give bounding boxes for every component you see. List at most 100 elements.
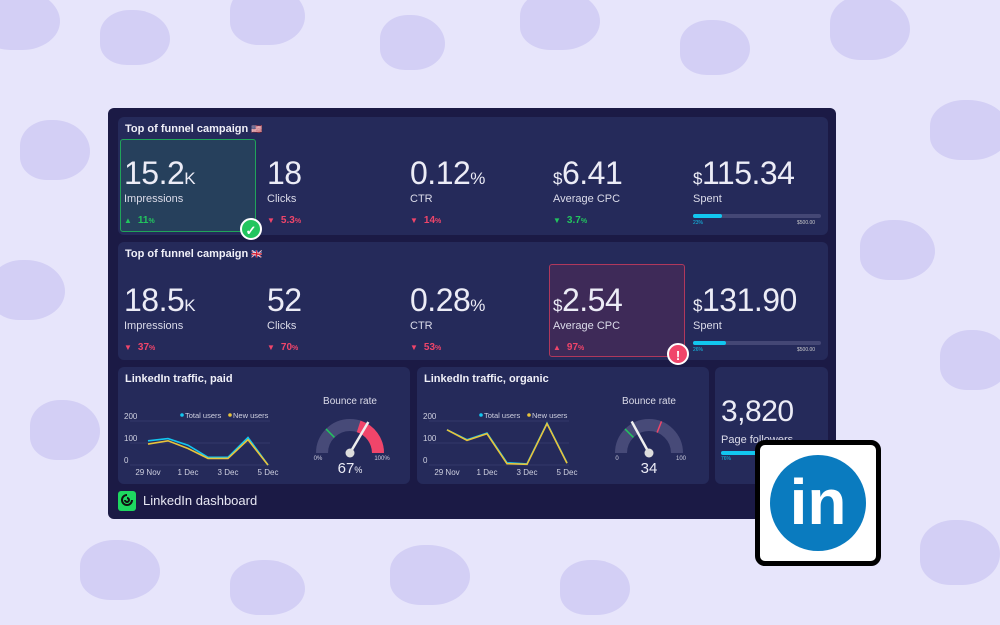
value-unit: K: [184, 296, 196, 315]
change-unit: %: [435, 218, 442, 225]
gauge-min: 0: [615, 456, 619, 462]
metric-label: CTR: [410, 193, 433, 205]
new-users-line: [446, 421, 568, 466]
gauge-title: Bounce rate: [622, 396, 676, 407]
metric-impressions[interactable]: 18.5K Impressions ▼ 37%: [118, 242, 254, 358]
metric-change: ▼ 14%: [410, 215, 441, 226]
spent-target: $500.00: [797, 220, 816, 226]
metric-ctr[interactable]: 0.12% CTR ▼ 14%: [404, 117, 540, 233]
change-unit: %: [292, 345, 299, 352]
metric-spent[interactable]: $131.90 Spent 26% $500.00: [687, 242, 823, 358]
legend-total-marker: [180, 413, 184, 417]
gauge-track: [615, 419, 683, 454]
metric-value: 0.28%: [410, 282, 485, 319]
arrow-down-icon: ▼: [410, 343, 418, 352]
progress-percent: 23%: [693, 220, 704, 226]
gauge-min: 0%: [314, 456, 323, 462]
gauge-needle: [630, 420, 651, 454]
metric-impressions[interactable]: 15.2K Impressions ▲ 11%: [118, 117, 254, 233]
metric-value: 15.2K: [124, 155, 196, 192]
legend-new-marker: [527, 413, 531, 417]
x-tick-label: 3 Dec: [218, 468, 239, 477]
y-tick-label: 200: [124, 412, 138, 421]
value-number: 18.5: [124, 282, 185, 318]
x-tick-label: 5 Dec: [258, 468, 279, 477]
metric-label: Spent: [693, 193, 722, 205]
arrow-down-icon: ▼: [124, 343, 132, 352]
flag-icon: 🇺🇸: [251, 124, 263, 134]
gauge-value: 34: [641, 460, 658, 477]
change-value: 97: [566, 342, 579, 353]
gauge-max: 100%: [374, 456, 390, 462]
metric-clicks[interactable]: 18 Clicks ▼ 5.3%: [261, 117, 397, 233]
flag-icon: 🇬🇧: [251, 249, 263, 259]
metric-clicks[interactable]: 52 Clicks ▼ 70%: [261, 242, 397, 358]
value-unit: %: [470, 296, 485, 315]
metric-label: Clicks: [267, 320, 297, 332]
arrow-up-icon: ▲: [124, 216, 132, 225]
linkedin-logo: in: [755, 440, 881, 566]
progress-percent: 26%: [693, 347, 704, 353]
gauge-value: 67%: [338, 460, 363, 477]
highlight-alert: [549, 264, 685, 357]
change-value: 14: [423, 215, 436, 226]
metric-label: Clicks: [267, 193, 297, 205]
metric-label: Spent: [693, 320, 722, 332]
value-number: 131.90: [701, 282, 797, 318]
value-unit: K: [184, 169, 196, 188]
metric-value: 52: [267, 282, 302, 319]
arrow-up-icon: ▲: [553, 343, 561, 352]
metric-average-cpc[interactable]: $6.41 Average CPC ▼ 3.7%: [547, 117, 683, 233]
change-unit: %: [149, 345, 156, 352]
metric-change: ▼ 37%: [124, 342, 155, 353]
dashboard-title: LinkedIn dashboard: [143, 493, 258, 508]
metric-value: 0.12%: [410, 155, 485, 192]
arrow-down-icon: ▼: [267, 343, 275, 352]
gauge-red-zone: [356, 420, 384, 454]
metric-change: ▲ 97%: [553, 342, 584, 353]
value-number: 52: [267, 282, 302, 318]
metric-label: Average CPC: [553, 320, 621, 332]
metric-value: 18.5K: [124, 282, 196, 319]
metric-change: ▲ 11%: [124, 215, 155, 226]
metric-value: $131.90: [693, 282, 797, 319]
campaign-title-text: Top of funnel campaign: [125, 123, 249, 135]
x-tick-label: 29 Nov: [135, 468, 160, 477]
app-logo-icon: [118, 491, 136, 511]
value-number: 2.54: [561, 282, 623, 318]
gauge-needle: [348, 421, 370, 454]
spent-target: $500.00: [797, 347, 816, 353]
metric-average-cpc[interactable]: $2.54 Average CPC ▲ 97%: [547, 242, 683, 358]
followers-value: 3,820: [721, 395, 794, 428]
legend-total-marker: [479, 413, 483, 417]
metric-value: $115.34: [693, 155, 795, 192]
linkedin-logo-text: in: [789, 466, 847, 538]
currency-symbol: $: [693, 169, 702, 188]
x-tick-label: 1 Dec: [477, 468, 498, 477]
campaign-card: Top of funnel campaign 🇺🇸 15.2K Impressions…: [118, 117, 828, 240]
currency-symbol: $: [553, 296, 562, 315]
metric-label: CTR: [410, 320, 433, 332]
currency-symbol: $: [693, 296, 702, 315]
metric-ctr[interactable]: 0.28% CTR ▼ 53%: [404, 242, 540, 358]
y-tick-label: 0: [423, 456, 428, 465]
y-tick-label: 200: [423, 412, 437, 421]
value-unit: %: [470, 169, 485, 188]
legend-total: Total users: [484, 411, 521, 420]
arrow-down-icon: ▼: [553, 216, 561, 225]
traffic-title: LinkedIn traffic, paid: [125, 373, 233, 385]
y-tick-label: 100: [423, 434, 437, 443]
y-tick-label: 0: [124, 456, 129, 465]
value-number: 0.28: [410, 282, 471, 318]
legend-new-marker: [228, 413, 232, 417]
gauge-green-mark: [624, 428, 634, 438]
change-value: 70: [280, 342, 293, 353]
metric-spent[interactable]: $115.34 Spent 23% $500.00: [687, 117, 823, 233]
metric-change: ▼ 3.7%: [553, 215, 587, 226]
campaign-card: Top of funnel campaign 🇬🇧 18.5K Impressions…: [118, 242, 828, 365]
arrow-down-icon: ▼: [267, 216, 275, 225]
campaign-title: Top of funnel campaign 🇬🇧: [125, 248, 262, 260]
followers-progress-label: 76%: [721, 456, 732, 462]
x-tick-label: 29 Nov: [434, 468, 459, 477]
spent-progress-bar: [693, 214, 821, 218]
